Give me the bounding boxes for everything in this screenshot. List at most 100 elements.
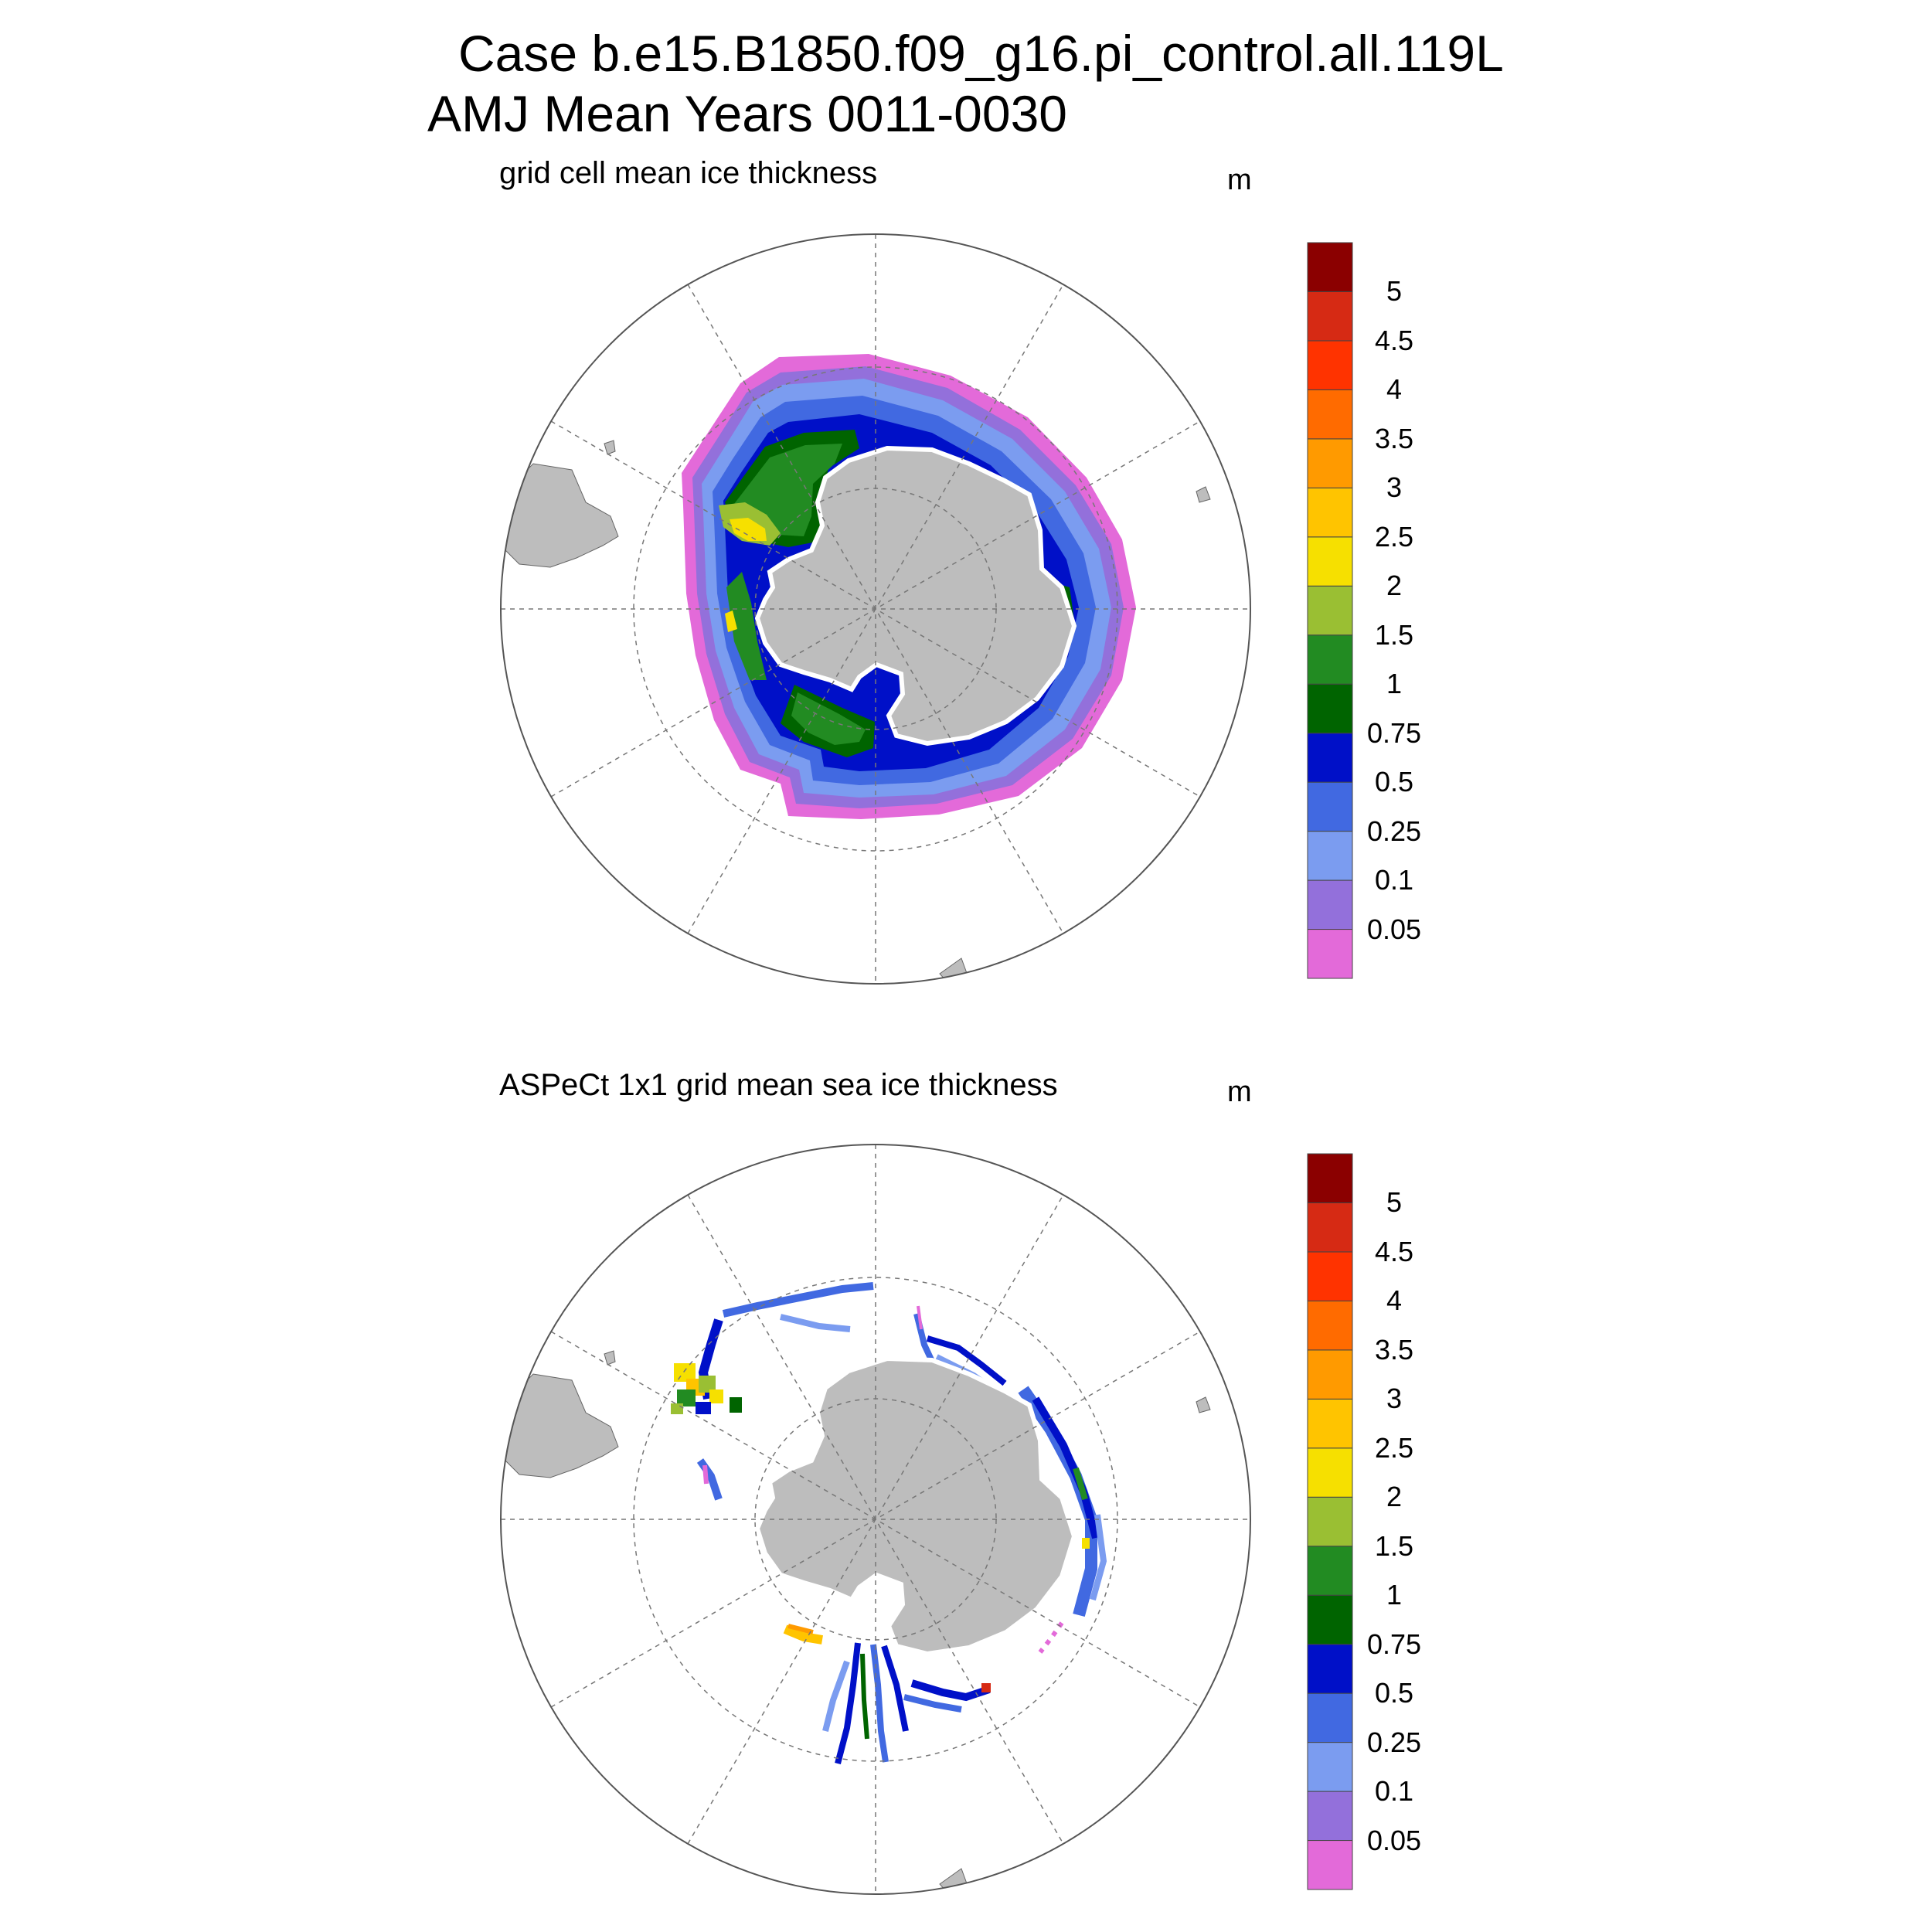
obs-patch-ross-red bbox=[981, 1683, 991, 1692]
top-colorbar-label: 0.5 bbox=[1374, 766, 1414, 798]
top-colorbar-label: 4 bbox=[1386, 373, 1403, 406]
obs-track-east-coast bbox=[910, 1679, 991, 1702]
obs-track-peninsula-north bbox=[722, 1282, 874, 1318]
bottom-colorbar-swatch-9 bbox=[1307, 1398, 1353, 1449]
bottom-colorbar-swatch-6 bbox=[1307, 1546, 1353, 1596]
ice-band-1-0-bellingshausen bbox=[726, 572, 767, 680]
obs-track-ross bbox=[783, 1624, 823, 1645]
top-colorbar-label: 3.5 bbox=[1374, 422, 1414, 454]
obs-track-ross-b bbox=[787, 1624, 814, 1634]
bottom-colorbar-label: 0.75 bbox=[1366, 1628, 1422, 1660]
bottom-colorbar-label: 2 bbox=[1386, 1481, 1403, 1513]
top-colorbar-label: 4.5 bbox=[1374, 324, 1414, 356]
bottom-colorbar-label: 3 bbox=[1386, 1383, 1403, 1415]
obs-track-indian-dots bbox=[1038, 1621, 1064, 1654]
bottom-panel-unit: m bbox=[1227, 1076, 1252, 1108]
bottom-colorbar-swatch-7 bbox=[1307, 1496, 1353, 1547]
bottom-colorbar-label: 5 bbox=[1386, 1186, 1403, 1219]
obs-track-indian-edge-d bbox=[1090, 1514, 1107, 1601]
figure-title-line-1: Case b.e15.B1850.f09_g16.pi_control.all.… bbox=[458, 25, 1504, 82]
top-colorbar-label: 1 bbox=[1386, 668, 1403, 700]
obs-patch-weddell-3 bbox=[699, 1376, 716, 1393]
bottom-polar-map bbox=[500, 1144, 1251, 1895]
bottom-colorbar bbox=[1307, 1153, 1353, 1890]
bottom-colorbar-label: 4 bbox=[1386, 1284, 1403, 1317]
obs-track-east-meridional-pink bbox=[917, 1305, 923, 1330]
obs-track-indian-edge-c bbox=[1073, 1467, 1088, 1501]
obs-patch-weddell-5 bbox=[709, 1389, 723, 1403]
bottom-colorbar-label: 0.25 bbox=[1366, 1726, 1422, 1758]
obs-patch-weddell-7 bbox=[730, 1397, 742, 1413]
ice-band-2-5 bbox=[730, 518, 767, 541]
top-colorbar-swatch-8 bbox=[1307, 536, 1353, 587]
bottom-graticule bbox=[501, 1145, 1250, 1894]
bottom-colorbar-label: 1 bbox=[1386, 1579, 1403, 1611]
top-colorbar-swatch-11 bbox=[1307, 389, 1353, 440]
top-colorbar-swatch-12 bbox=[1307, 340, 1353, 390]
island-kerguelen bbox=[1196, 1396, 1211, 1413]
bottom-colorbar-swatch-1 bbox=[1307, 1791, 1353, 1842]
obs-patch-weddell-6 bbox=[696, 1402, 711, 1414]
bottom-colorbar-swatch-2 bbox=[1307, 1742, 1353, 1792]
top-colorbar-label: 2.5 bbox=[1374, 520, 1414, 553]
obs-track-meridional-3 bbox=[860, 1653, 869, 1740]
bottom-colorbar-swatch-3 bbox=[1307, 1692, 1353, 1743]
figure-title-line-2: AMJ Mean Years 0011-0030 bbox=[427, 85, 1067, 142]
bottom-colorbar-swatch-12 bbox=[1307, 1251, 1353, 1301]
top-colorbar-label: 0.75 bbox=[1366, 716, 1422, 749]
bottom-colorbar-label: 2.5 bbox=[1374, 1431, 1414, 1464]
bottom-colorbar-swatch-5 bbox=[1307, 1594, 1353, 1645]
island-kerguelen bbox=[1196, 486, 1211, 503]
ice-band-1-5-ross bbox=[791, 692, 866, 745]
south-america-landmass bbox=[502, 1373, 619, 1478]
obs-track-peninsula-north-b bbox=[780, 1314, 851, 1332]
top-colorbar-swatch-14 bbox=[1307, 242, 1353, 292]
obs-patch-weddell-8 bbox=[671, 1403, 683, 1414]
top-colorbar-label: 5 bbox=[1386, 275, 1403, 308]
bottom-map-boundary bbox=[500, 1144, 1251, 1895]
top-map-boundary bbox=[500, 233, 1251, 985]
obs-track-meridional-4 bbox=[881, 1645, 909, 1732]
bottom-colorbar-label: 4.5 bbox=[1374, 1235, 1414, 1267]
bottom-colorbar-label: 0.05 bbox=[1366, 1824, 1422, 1856]
island-south-georgia bbox=[604, 440, 616, 455]
obs-track-meridional-1 bbox=[835, 1642, 861, 1765]
top-colorbar-label: 0.05 bbox=[1366, 913, 1422, 945]
obs-track-indian-edge-b bbox=[1032, 1396, 1100, 1539]
top-colorbar-swatch-3 bbox=[1307, 781, 1353, 832]
obs-track-east-coast-b bbox=[903, 1694, 962, 1713]
obs-patch-weddell-4 bbox=[677, 1389, 696, 1406]
bottom-colorbar-swatch-13 bbox=[1307, 1202, 1353, 1253]
top-colorbar-label: 0.25 bbox=[1366, 815, 1422, 847]
top-colorbar-swatch-6 bbox=[1307, 634, 1353, 685]
bottom-colorbar-label: 1.5 bbox=[1374, 1529, 1414, 1562]
top-colorbar-swatch-7 bbox=[1307, 585, 1353, 636]
bottom-colorbar-label: 0.5 bbox=[1374, 1677, 1414, 1709]
obs-patch-indian-yellow bbox=[1082, 1538, 1090, 1549]
bottom-colorbar-label: 3.5 bbox=[1374, 1333, 1414, 1366]
top-colorbar-label: 2 bbox=[1386, 570, 1403, 602]
antarctica-landmass bbox=[754, 445, 1077, 747]
top-graticule bbox=[501, 234, 1250, 984]
south-america-landmass bbox=[502, 463, 619, 568]
top-colorbar-swatch-0 bbox=[1307, 929, 1353, 979]
top-colorbar-label: 3 bbox=[1386, 471, 1403, 504]
island-south-georgia bbox=[604, 1350, 616, 1366]
bottom-colorbar-swatch-0 bbox=[1307, 1840, 1353, 1890]
obs-track-east-meridional-b bbox=[926, 1335, 1007, 1386]
bottom-colorbar-swatch-11 bbox=[1307, 1300, 1353, 1351]
antarctica-landmass bbox=[754, 1355, 1077, 1657]
top-polar-map bbox=[500, 233, 1251, 985]
top-colorbar bbox=[1307, 242, 1353, 979]
top-colorbar-swatch-2 bbox=[1307, 831, 1353, 881]
bottom-colorbar-label: 0.1 bbox=[1374, 1775, 1414, 1808]
obs-track-peninsula-west-b bbox=[702, 1464, 709, 1485]
top-colorbar-label: 1.5 bbox=[1374, 618, 1414, 651]
top-colorbar-swatch-5 bbox=[1307, 683, 1353, 734]
ice-band-2-5-amundsen bbox=[725, 611, 737, 632]
top-panel-subtitle: grid cell mean ice thickness bbox=[499, 156, 878, 190]
top-panel-unit: m bbox=[1227, 164, 1252, 196]
bottom-panel-subtitle: ASPeCt 1x1 grid mean sea ice thickness bbox=[499, 1068, 1058, 1102]
top-colorbar-swatch-9 bbox=[1307, 487, 1353, 538]
